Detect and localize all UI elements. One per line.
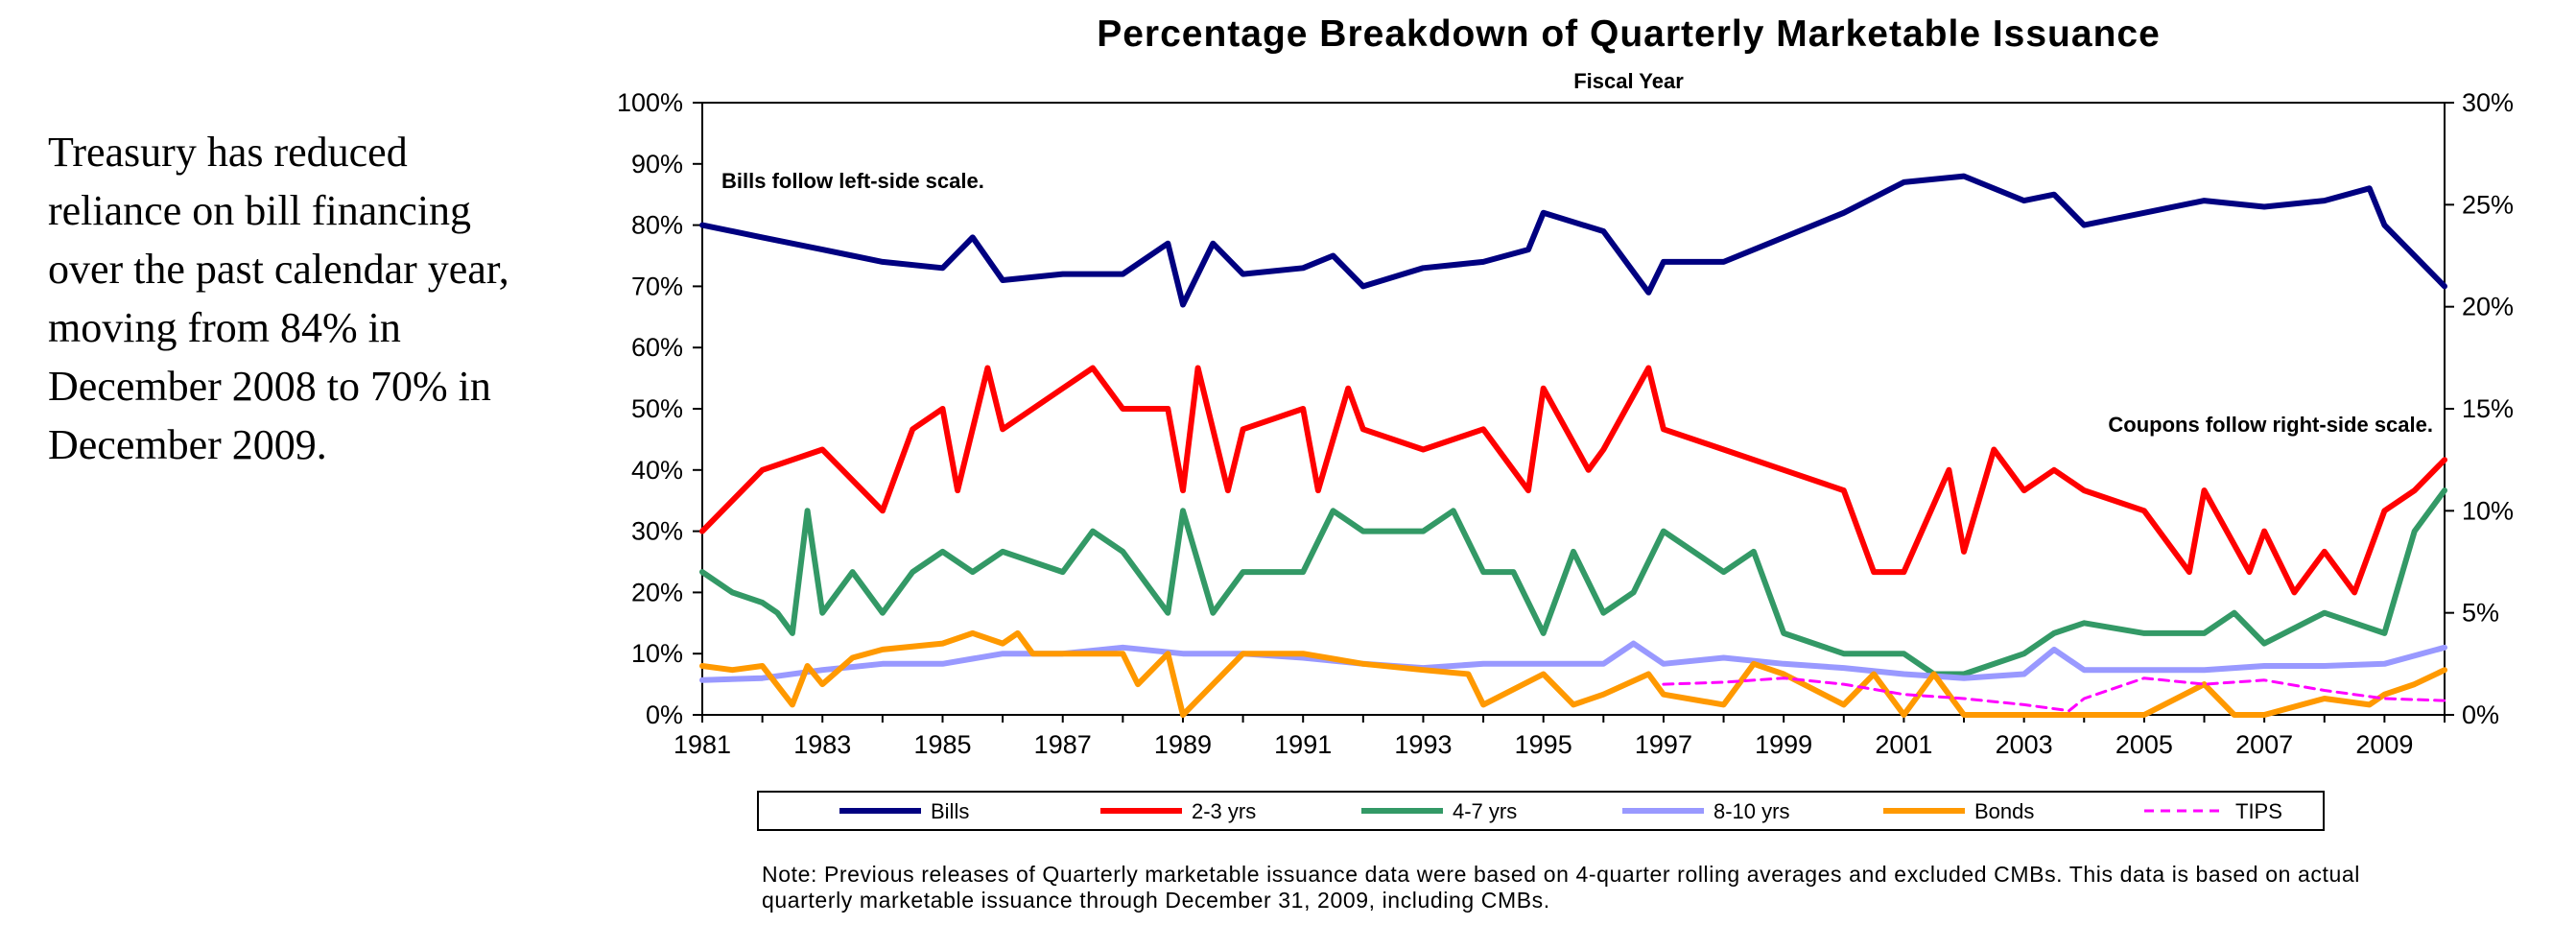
y-right-tick-label: 10% [2462, 496, 2514, 525]
x-tick-label: 2009 [2355, 730, 2413, 759]
y-right-tick-label: 30% [2462, 88, 2514, 117]
plot-border [701, 102, 2446, 716]
y-right-tick-label: 0% [2462, 700, 2499, 729]
x-tick-label: 1995 [1515, 730, 1572, 759]
y-left-tick-label: 100% [617, 88, 683, 117]
series-line-2-3-yrs [699, 365, 2447, 596]
chart-title: Percentage Breakdown of Quarterly Market… [1097, 13, 2161, 55]
plot-area [701, 102, 2446, 716]
series-line-bonds [699, 629, 2447, 718]
legend-label: 8-10 yrs [1713, 799, 1789, 823]
y-left-tick-label: 0% [646, 700, 683, 729]
y-left-tick-label: 50% [631, 394, 683, 423]
y-left-tick-label: 80% [631, 211, 683, 240]
series-line-bills [699, 173, 2447, 308]
y-left-tick-label: 10% [631, 639, 683, 668]
legend-label: TIPS [2235, 799, 2282, 823]
legend-box [757, 791, 2325, 831]
x-tick-label: 1989 [1154, 730, 1212, 759]
x-tick-label: 1987 [1034, 730, 1092, 759]
y-right-tick-label: 15% [2462, 394, 2514, 423]
y-left-tick-label: 20% [631, 578, 683, 606]
legend-label: Bonds [1974, 799, 2034, 823]
chart-subtitle: Fiscal Year [1573, 69, 1684, 93]
x-tick-label: 1983 [793, 730, 851, 759]
series-line-8-10-yrs [699, 640, 2447, 683]
side-note-text: Treasury has reduced reliance on bill fi… [48, 129, 509, 468]
x-tick-label: 1985 [913, 730, 971, 759]
y-left-tick-label: 30% [631, 517, 683, 546]
x-tick-label: 2007 [2235, 730, 2293, 759]
x-tick-label: 1993 [1394, 730, 1452, 759]
footnote: Note: Previous releases of Quarterly mar… [762, 862, 2360, 913]
x-tick-label: 1999 [1755, 730, 1812, 759]
y-left-tick-label: 40% [631, 456, 683, 485]
series-line-4-7-yrs [699, 487, 2447, 677]
legend: Bills 2-3 yrs 4-7 yrs 8-10 yrs Bonds TIPS [757, 791, 2325, 831]
y-left-tick-label: 60% [631, 333, 683, 362]
legend-label: 4-7 yrs [1453, 799, 1517, 823]
series-line-tips [1662, 676, 2446, 713]
x-tick-label: 2003 [1996, 730, 2053, 759]
series-lines [699, 173, 2447, 718]
y-left-tick-label: 70% [631, 272, 683, 300]
annotation-left: Bills follow left-side scale. [721, 169, 984, 193]
x-tick-label: 1991 [1274, 730, 1332, 759]
annotation-right: Coupons follow right-side scale. [2108, 413, 2433, 437]
legend-label: 2-3 yrs [1192, 799, 1256, 823]
x-tick-label: 1997 [1635, 730, 1692, 759]
y-right-tick-label: 25% [2462, 190, 2514, 219]
legend-label: Bills [931, 799, 969, 823]
y-right-tick-label: 5% [2462, 599, 2499, 628]
x-tick-label: 2005 [2115, 730, 2173, 759]
x-tick-label: 2001 [1875, 730, 1932, 759]
axis-ticks: 0% 10% 20% 30% 40% 50% 60% 70% 80% 90% 100% 0% 5% 10%… [617, 88, 2514, 759]
x-tick-label: 1981 [674, 730, 731, 759]
y-right-tick-label: 20% [2462, 293, 2514, 321]
y-left-tick-label: 90% [631, 150, 683, 178]
